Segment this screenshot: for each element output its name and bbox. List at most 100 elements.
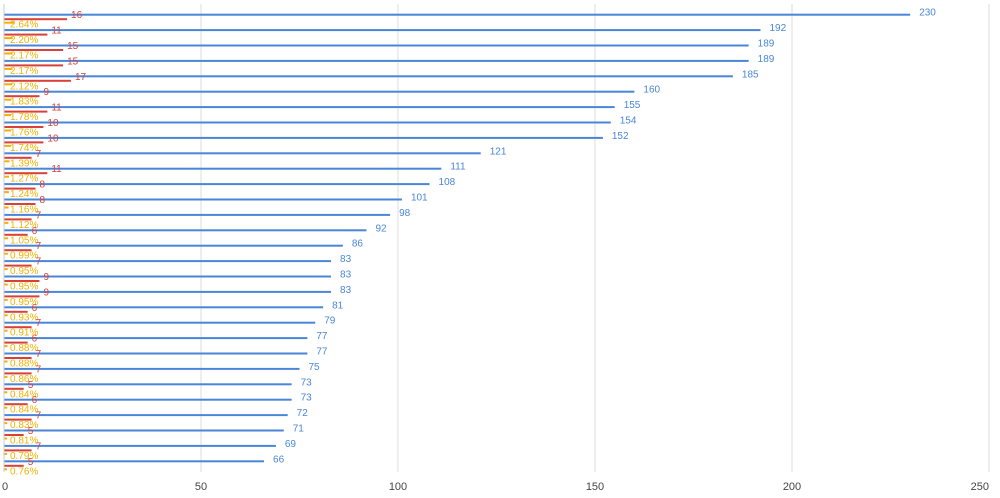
bar-series2 — [4, 18, 68, 21]
data-label-series2: 17 — [75, 72, 87, 83]
bar-series1 — [4, 213, 391, 216]
data-label-series3: 1.16% — [10, 205, 38, 216]
bar-series2 — [4, 172, 48, 175]
bar-series3 — [4, 129, 11, 132]
data-label-series2: 15 — [67, 41, 79, 52]
data-label-series2: 7 — [36, 318, 42, 329]
data-label-series1: 72 — [297, 408, 309, 419]
bar-series3 — [4, 160, 10, 163]
data-label-series1: 73 — [301, 377, 313, 388]
bar-series3 — [4, 329, 8, 332]
data-label-series3: 2.17% — [10, 66, 38, 77]
bar-series1 — [4, 121, 611, 124]
data-label-series2: 11 — [51, 26, 62, 37]
data-label-series3: 0.88% — [10, 359, 38, 370]
bar-series1 — [4, 13, 911, 16]
bar-series3 — [4, 437, 8, 440]
data-label-series3: 1.74% — [10, 143, 38, 154]
data-label-series1: 154 — [620, 116, 637, 127]
data-label-series2: 15 — [67, 56, 79, 67]
data-label-series3: 2.17% — [10, 51, 38, 62]
data-label-series1: 73 — [301, 393, 313, 404]
data-label-series3: 0.99% — [10, 251, 38, 262]
bar-series3 — [4, 452, 8, 455]
x-tick-label: 0 — [2, 481, 8, 493]
bar-series2 — [4, 341, 28, 344]
bar-series1 — [4, 337, 308, 340]
data-label-series3: 0.76% — [10, 466, 38, 477]
data-label-series1: 83 — [340, 270, 352, 281]
data-label-series2: 7 — [36, 441, 42, 452]
x-tick-label: 250 — [971, 481, 989, 493]
bar-series1 — [4, 29, 761, 32]
bar-series1 — [4, 321, 316, 324]
data-label-series3: 0.95% — [10, 297, 38, 308]
bar-series2 — [4, 264, 32, 267]
bar-series3 — [4, 268, 8, 271]
data-label-series2: 5 — [28, 426, 34, 437]
data-label-series3: 0.84% — [10, 405, 38, 416]
bar-series2 — [4, 233, 28, 236]
bar-series3 — [4, 21, 15, 24]
x-tick-label: 150 — [586, 481, 604, 493]
data-label-series1: 71 — [293, 424, 305, 435]
data-label-series2: 8 — [40, 180, 46, 191]
data-label-series2: 8 — [40, 195, 46, 206]
bar-series2 — [4, 295, 40, 298]
data-label-series1: 111 — [450, 162, 466, 173]
bar-series3 — [4, 252, 8, 255]
bar-series2 — [4, 141, 44, 144]
bar-series1 — [4, 90, 635, 93]
bar-series2 — [4, 33, 48, 36]
bar-series1 — [4, 383, 292, 386]
data-label-series2: 11 — [51, 103, 62, 114]
bar-series1 — [4, 183, 430, 186]
data-label-series3: 0.86% — [10, 374, 38, 385]
bar-series3 — [4, 237, 9, 240]
data-label-series1: 75 — [309, 362, 321, 373]
bar-series3 — [4, 314, 8, 317]
data-label-series1: 185 — [742, 69, 759, 80]
bar-series3 — [4, 391, 8, 394]
bar-series2 — [4, 280, 40, 282]
bar-series3 — [4, 375, 8, 378]
data-label-series3: 1.24% — [10, 189, 38, 200]
bar-series1 — [4, 44, 749, 47]
data-label-series2: 9 — [43, 272, 49, 283]
bar-series3 — [4, 98, 12, 101]
data-label-series3: 1.76% — [10, 128, 38, 139]
data-label-series1: 101 — [411, 193, 428, 204]
data-label-series3: 0.91% — [10, 328, 38, 339]
data-label-series2: 6 — [32, 303, 38, 314]
bar-series1 — [4, 429, 284, 432]
bar-series3 — [4, 283, 8, 286]
bar-series2 — [4, 95, 40, 98]
data-label-series3: 0.95% — [10, 266, 38, 277]
data-label-series2: 7 — [36, 411, 42, 422]
bar-series2 — [4, 418, 32, 421]
data-label-series2: 7 — [36, 364, 42, 375]
data-label-series2: 6 — [32, 395, 38, 406]
bar-series2 — [4, 372, 32, 375]
bar-series3 — [4, 422, 8, 425]
bar-series2 — [4, 49, 64, 51]
data-label-series3: 1.05% — [10, 235, 38, 246]
data-label-series2: 7 — [36, 149, 42, 160]
bar-series3 — [4, 345, 8, 348]
data-label-series3: 1.12% — [10, 220, 38, 231]
data-label-series1: 92 — [375, 223, 387, 234]
bar-series2 — [4, 326, 32, 329]
data-label-series3: 2.64% — [10, 20, 38, 31]
data-label-series2: 10 — [47, 118, 59, 129]
data-label-series1: 121 — [490, 146, 507, 157]
bar-series3 — [4, 406, 8, 409]
bar-series1 — [4, 260, 332, 263]
data-label-series2: 10 — [47, 133, 59, 144]
data-label-series1: 66 — [273, 454, 285, 465]
data-label-series1: 69 — [285, 439, 297, 450]
bar-series1 — [4, 59, 749, 62]
data-label-series2: 6 — [32, 226, 38, 237]
bar-series2 — [4, 403, 28, 406]
bar-series3 — [4, 67, 13, 70]
bar-series1 — [4, 306, 324, 309]
